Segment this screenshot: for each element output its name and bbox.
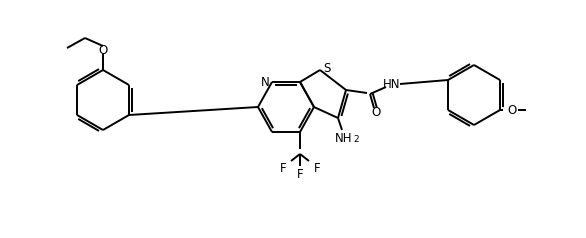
Text: O: O bbox=[372, 105, 381, 119]
Text: NH: NH bbox=[335, 132, 353, 144]
Text: O: O bbox=[507, 104, 517, 116]
Text: N: N bbox=[261, 75, 270, 89]
Text: S: S bbox=[323, 61, 331, 74]
Text: HN: HN bbox=[383, 78, 401, 90]
Text: F: F bbox=[297, 168, 304, 180]
Text: 2: 2 bbox=[353, 135, 359, 144]
Text: O: O bbox=[98, 44, 108, 56]
Text: F: F bbox=[314, 162, 321, 174]
Text: F: F bbox=[280, 162, 287, 174]
